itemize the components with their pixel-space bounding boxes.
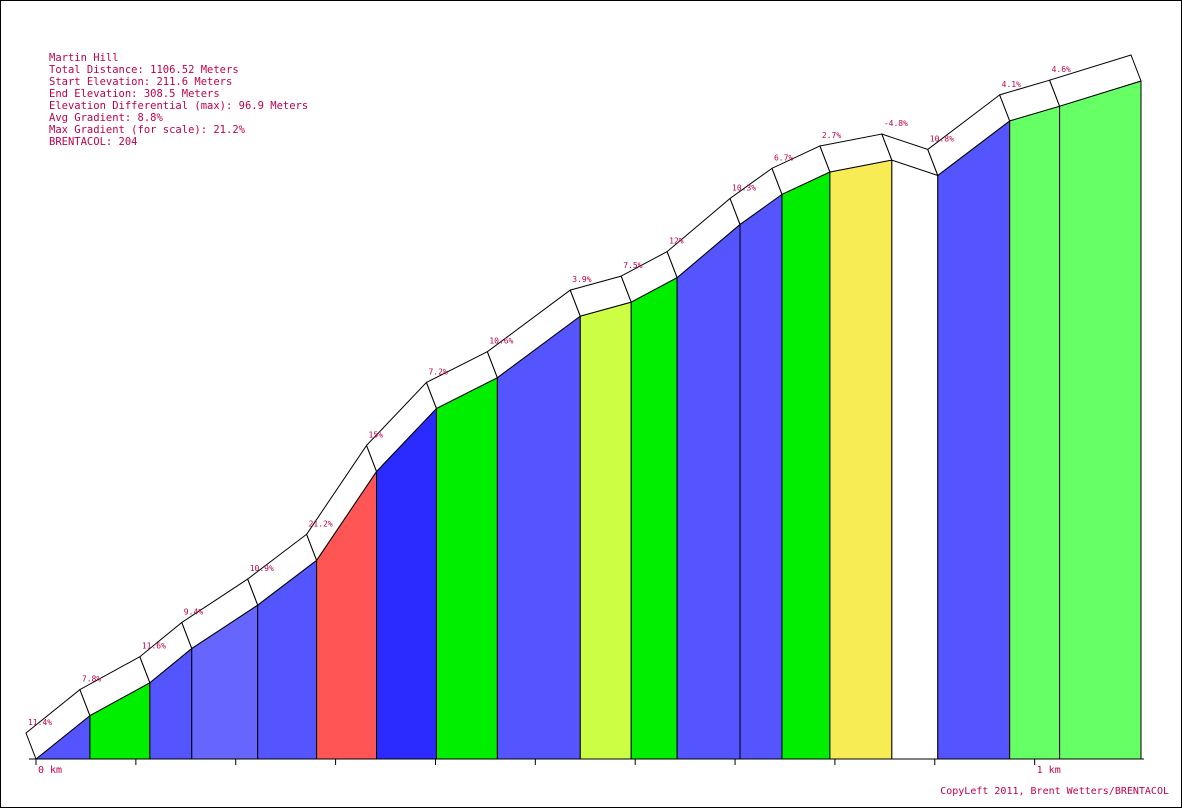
info-max-gradient: Max Gradient (for scale): 21.2% [49,124,246,136]
gradient-label-3: 11.6% [142,642,166,651]
segment-fill-19 [1059,80,1142,760]
segment-fill-13 [739,193,783,760]
info-elevation-differential: Elevation Differential (max): 96.9 Meter… [49,100,308,112]
axis-tick-label-10: 1 km [1037,765,1061,776]
gradient-label-14: 6.7% [774,153,793,162]
segment-fill-16 [891,159,939,760]
info-avg-gradient: Avg Gradient: 8.8% [49,112,163,124]
gradient-label-17: 10.8% [930,134,954,143]
segment-fill-18 [1009,105,1061,760]
axis-tick-label-0: 0 km [38,765,62,776]
gradient-label-9: 10.6% [489,337,513,346]
segment-fill-10 [579,301,632,760]
segment-fill-15 [829,159,893,760]
gradient-label-15: 2.7% [822,131,841,140]
copyright-text: CopyLeft 2011, Brent Wetters/BRENTACOL [940,786,1169,797]
gradient-label-6: 21.2% [309,519,333,528]
gradient-label-16: -4.8% [884,119,908,128]
distance-axis: 0 km 1 km [29,758,1144,776]
gradient-label-11: 7.5% [623,261,642,270]
road-band-19 [1048,54,1142,107]
gradient-label-7: 15% [369,430,384,439]
info-brentacol: BRENTACOL: 204 [49,136,138,148]
info-start-elevation: Start Elevation: 211.6 Meters [49,76,232,88]
info-total-distance: Total Distance: 1106.52 Meters [49,64,239,76]
gradient-label-19: 4.6% [1052,65,1071,74]
segment-fill-11 [630,276,678,760]
info-end-elevation: End Elevation: 308.5 Meters [49,88,220,100]
gradient-label-10: 3.9% [572,275,591,284]
segment-fill-14 [781,171,831,760]
gradient-label-18: 4.1% [1002,80,1021,89]
gradient-label-5: 10.9% [250,564,274,573]
gradient-label-8: 7.2% [428,367,447,376]
segment-fill-12 [676,223,741,760]
gradient-labels: 11.4% 7.8% 11.6% 9.4% 10.9% 21.2% 15% 7.2% 10.6%… [28,65,1071,727]
segment-fill-17 [937,119,1011,760]
chart-title: Martin Hill [49,52,119,64]
segment-fill-8 [435,376,498,760]
gradient-label-4: 9.4% [184,607,203,616]
info-block: Martin Hill Total Distance: 1106.52 Mete… [49,52,308,148]
gradient-label-2: 7.8% [82,675,101,684]
segment-fill-9 [496,315,581,760]
gradient-label-1: 11.4% [28,718,52,727]
road-bands [25,54,1142,760]
gradient-label-12: 12% [669,237,684,246]
gradient-label-13: 10.3% [732,183,756,192]
segment-fills [34,80,1142,760]
